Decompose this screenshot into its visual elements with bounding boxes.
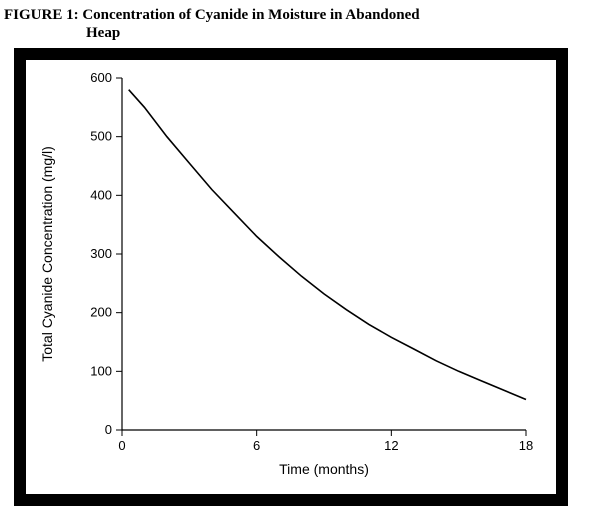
y-tick-label: 0 [105, 422, 112, 437]
y-tick-label: 100 [90, 363, 112, 378]
y-tick-label: 600 [90, 70, 112, 85]
axes [122, 78, 526, 430]
x-tick-label: 18 [519, 438, 533, 453]
decay-curve [129, 90, 526, 400]
y-axis-title: Total Cyanide Concentration (mg/l) [39, 146, 55, 362]
chart-frame: 0 100 200 300 400 500 600 0 6 12 18 Time (months) To… [14, 48, 568, 506]
y-tick-label: 500 [90, 129, 112, 144]
caption-line2: Heap [4, 24, 120, 42]
x-tick-label: 12 [384, 438, 398, 453]
chart-plot: 0 100 200 300 400 500 600 0 6 12 18 Time (months) To… [26, 60, 556, 494]
caption-prefix: FIGURE 1: [4, 7, 79, 23]
chart-svg: 0 100 200 300 400 500 600 0 6 12 18 Time (months) To… [26, 60, 556, 494]
figure-caption: FIGURE 1: Concentration of Cyanide in Mo… [0, 0, 596, 42]
caption-line1: Concentration of Cyanide in Moisture in … [79, 7, 420, 23]
y-tick-label: 400 [90, 187, 112, 202]
x-tick-label: 0 [118, 438, 125, 453]
y-tick-label: 200 [90, 305, 112, 320]
x-tick-label: 6 [253, 438, 260, 453]
y-tick-label: 300 [90, 246, 112, 261]
x-axis-title: Time (months) [279, 461, 369, 477]
